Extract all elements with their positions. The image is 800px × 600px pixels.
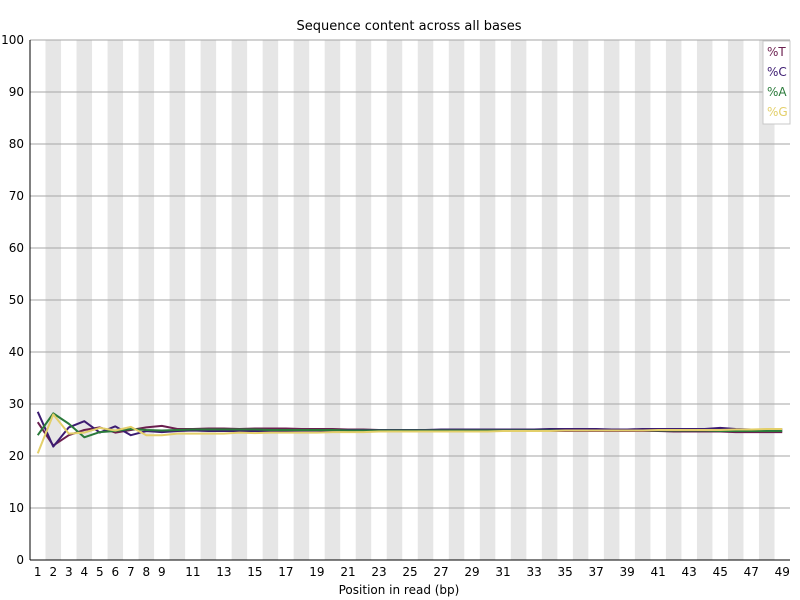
x-tick-label-31: 31 xyxy=(495,565,510,579)
y-tick-label-70: 70 xyxy=(9,189,24,203)
y-axis-ticks: 0 10 20 30 40 50 60 70 80 90 100 xyxy=(1,33,24,567)
y-tick-label-0: 0 xyxy=(16,553,24,567)
y-tick-label-40: 40 xyxy=(9,345,24,359)
x-tick-label-23: 23 xyxy=(371,565,386,579)
y-tick-label-10: 10 xyxy=(9,501,24,515)
x-tick-label-11: 11 xyxy=(185,565,200,579)
x-tick-label-47: 47 xyxy=(744,565,759,579)
y-tick-label-80: 80 xyxy=(9,137,24,151)
series-line-G xyxy=(36,413,783,454)
x-tick-label-49: 49 xyxy=(775,565,790,579)
x-tick-label-21: 21 xyxy=(340,565,355,579)
x-tick-label-3: 3 xyxy=(65,565,73,579)
legend-entry-G: %G xyxy=(767,105,788,119)
x-tick-label-5: 5 xyxy=(96,565,104,579)
x-tick-label-9: 9 xyxy=(158,565,166,579)
x-tick-label-33: 33 xyxy=(526,565,541,579)
series-lines xyxy=(36,411,783,454)
x-tick-label-13: 13 xyxy=(216,565,231,579)
x-tick-label-7: 7 xyxy=(127,565,135,579)
x-tick-label-29: 29 xyxy=(464,565,479,579)
x-axis-label: Position in read (bp) xyxy=(339,583,460,597)
x-tick-label-8: 8 xyxy=(143,565,151,579)
x-axis-ticks: 1 2 3 4 5 6 7 8 9 11 13 15 17 19 21 23 25 27 29 31 33 35 37 39 4… xyxy=(34,565,790,579)
x-tick-label-25: 25 xyxy=(402,565,417,579)
x-tick-label-4: 4 xyxy=(80,565,88,579)
legend-box xyxy=(762,40,791,125)
x-tick-label-41: 41 xyxy=(651,565,666,579)
y-tick-label-60: 60 xyxy=(9,241,24,255)
x-tick-label-15: 15 xyxy=(247,565,262,579)
y-tick-label-30: 30 xyxy=(9,397,24,411)
x-tick-label-45: 45 xyxy=(713,565,728,579)
x-tick-label-1: 1 xyxy=(34,565,42,579)
x-tick-label-39: 39 xyxy=(620,565,635,579)
legend-entry-A: %A xyxy=(767,85,787,99)
x-tick-label-35: 35 xyxy=(557,565,572,579)
legend-entry-T: %T xyxy=(767,45,786,59)
legend-entry-C: %C xyxy=(767,65,787,79)
y-tick-label-90: 90 xyxy=(9,85,24,99)
legend: %T %C %A %G xyxy=(762,40,791,125)
y-tick-label-50: 50 xyxy=(9,293,24,307)
x-tick-label-19: 19 xyxy=(309,565,324,579)
x-tick-label-37: 37 xyxy=(588,565,603,579)
axes xyxy=(29,40,790,561)
x-tick-label-2: 2 xyxy=(49,565,57,579)
y-tick-label-100: 100 xyxy=(1,33,24,47)
x-tick-label-27: 27 xyxy=(433,565,448,579)
x-tick-label-17: 17 xyxy=(278,565,293,579)
y-tick-label-20: 20 xyxy=(9,449,24,463)
x-tick-label-6: 6 xyxy=(111,565,119,579)
x-tick-label-43: 43 xyxy=(682,565,697,579)
chart-title: Sequence content across all bases xyxy=(296,19,521,34)
